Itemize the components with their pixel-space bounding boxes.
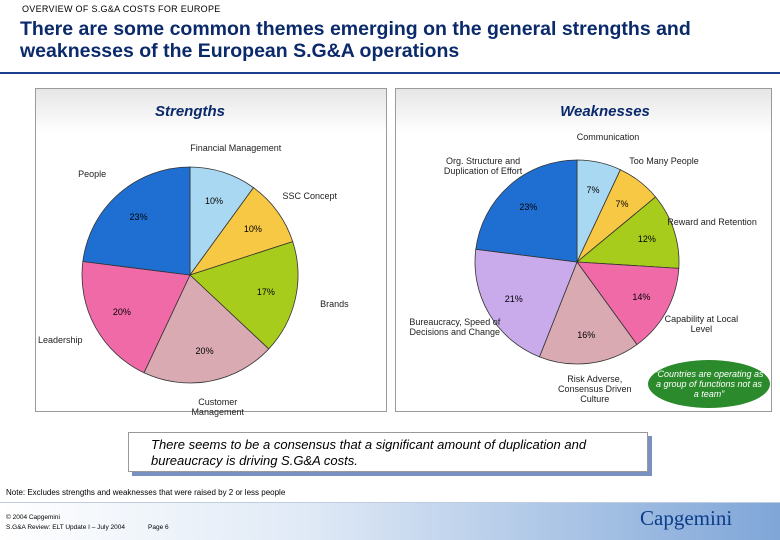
value-label: 14% — [632, 292, 651, 303]
conclusion: There seems to be a consensus that a sig… — [128, 432, 648, 472]
chart-title: Weaknesses — [560, 103, 650, 120]
slice-label: Too Many People — [629, 155, 699, 166]
value-label: 20% — [112, 307, 131, 318]
slice-label: SSC Concept — [282, 191, 337, 202]
logo: Capgemini — [640, 506, 733, 530]
slice-label: Bureaucracy, Speed of Decisions and Chan… — [409, 317, 501, 338]
value-label: 23% — [519, 201, 538, 212]
slice-label: Reward and Retention — [667, 217, 757, 228]
pie-slice — [475, 159, 578, 263]
note: Note: Excludes strengths and weaknesses … — [6, 488, 286, 497]
value-label: 17% — [256, 286, 275, 297]
slice-label: Leadership — [38, 334, 83, 345]
kicker: OVERVIEW OF S.G&A COSTS FOR EUROPE — [22, 4, 221, 14]
slice-label: Brands — [320, 299, 349, 310]
footer — [0, 502, 780, 540]
value-label: 23% — [129, 211, 148, 222]
pie-slice — [82, 166, 191, 276]
footer-subtitle: S.G&A Review: ELT Update I – July 2004 — [6, 524, 125, 531]
pie-slice — [538, 261, 638, 365]
slice-label: Communication — [576, 132, 640, 143]
slice-label: Customer Management — [191, 396, 244, 417]
value-label: 7% — [586, 185, 600, 196]
pie-slice — [189, 241, 299, 350]
value-label: 21% — [504, 294, 523, 305]
value-label: 16% — [577, 329, 596, 340]
pie-slice — [143, 274, 270, 384]
pie-slice — [575, 196, 680, 269]
pie-slice — [576, 261, 680, 346]
chart-title: Strengths — [154, 103, 225, 120]
value-label: 20% — [195, 346, 214, 357]
slice-label: Financial Management — [190, 142, 282, 153]
pie-slice — [474, 248, 578, 358]
copyright: © 2004 Capgemini — [6, 514, 60, 521]
pie-slice — [81, 261, 191, 374]
value-label: 7% — [615, 198, 629, 209]
callout: “Countries are operating as a group of f… — [648, 360, 770, 408]
page-number: Page 6 — [148, 524, 169, 531]
slide-title: There are some common themes emerging on… — [20, 18, 691, 62]
title-rule — [0, 72, 780, 74]
slice-label: Org. Structure and Duplication of Effort — [443, 155, 523, 176]
value-label: 12% — [637, 234, 656, 245]
slice-label: Risk Adverse, Consensus Driven Culture — [558, 373, 632, 404]
value-label: 10% — [243, 224, 262, 235]
slice-label: People — [78, 169, 107, 180]
value-label: 10% — [205, 196, 224, 207]
slice-label: Capability at Local Level — [664, 313, 739, 334]
